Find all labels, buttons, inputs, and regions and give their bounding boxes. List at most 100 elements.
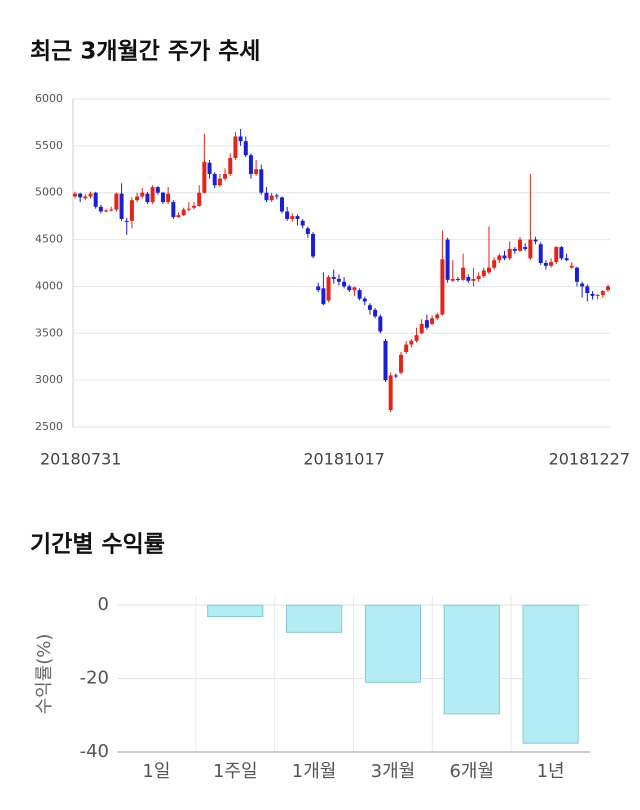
candle-body <box>269 195 274 201</box>
y-tick-label: 6000 <box>35 92 63 105</box>
candle-body <box>580 283 585 287</box>
x-tick-label: 1일 <box>142 761 170 782</box>
candle-body <box>264 192 269 201</box>
candle-body <box>492 260 497 268</box>
bar <box>443 604 500 715</box>
candle-body <box>93 192 98 207</box>
x-tick-label: 6개월 <box>449 761 494 782</box>
candle-body <box>176 215 181 218</box>
candle-body <box>202 161 207 193</box>
candle-body <box>192 205 197 208</box>
x-tick-label: 3개월 <box>371 761 416 782</box>
y-tick-label: 5000 <box>35 186 63 199</box>
candle-body <box>78 193 83 198</box>
candle-body <box>424 320 429 328</box>
candle-body <box>466 277 471 281</box>
x-tick-label: 1주일 <box>213 761 258 782</box>
candle-body <box>352 287 357 291</box>
candle-body <box>373 309 378 317</box>
candle-body <box>305 228 310 234</box>
candle-body <box>274 195 279 197</box>
y-tick-label: 5500 <box>35 139 63 152</box>
candle-body <box>538 244 543 263</box>
candle-body <box>197 192 202 206</box>
x-tick-label: 20181017 <box>303 450 384 469</box>
candle-body <box>171 202 176 218</box>
candle-body <box>217 178 222 186</box>
y-tick-label: 2500 <box>35 420 63 433</box>
candle-body <box>574 267 579 282</box>
bar <box>522 604 579 744</box>
bar <box>285 604 343 633</box>
candle-body <box>445 239 450 280</box>
candle-body <box>145 193 150 203</box>
candle-body <box>471 278 476 281</box>
candle-body <box>223 173 228 179</box>
y-axis-label: 수익률(%) <box>34 634 55 715</box>
candle-body <box>455 278 460 280</box>
x-tick-label: 1년 <box>537 761 565 782</box>
candle-body <box>600 291 605 295</box>
candle-body <box>207 162 212 174</box>
candle-body <box>243 141 248 156</box>
candle-body <box>119 193 124 219</box>
x-tick-label: 1개월 <box>292 761 337 782</box>
candle-body <box>595 294 600 296</box>
candle-body <box>388 375 393 411</box>
bar <box>207 604 264 618</box>
candle-body <box>585 286 590 293</box>
candle-body <box>404 344 409 353</box>
candle-body <box>549 262 554 266</box>
candle-body <box>569 265 574 268</box>
candle-body <box>486 267 491 273</box>
candle-body <box>316 286 321 291</box>
candle-body <box>414 335 419 341</box>
y-tick-label: -20 <box>80 668 109 689</box>
candle-body <box>507 248 512 259</box>
candle-body <box>367 305 372 310</box>
candle-body <box>114 193 119 210</box>
candle-body <box>419 323 424 334</box>
candle-body <box>290 216 295 219</box>
candle-body <box>399 354 404 373</box>
candle-body <box>512 248 517 251</box>
candle-body <box>83 196 88 199</box>
candle-body <box>321 288 326 305</box>
candle-body <box>559 247 564 259</box>
price-title: 최근 3개월간 주가 추세 <box>30 39 260 65</box>
candle-body <box>326 277 331 301</box>
candle-body <box>295 216 300 219</box>
candle-body <box>233 136 238 159</box>
candle-body <box>181 209 186 216</box>
bar <box>364 604 422 683</box>
candle-body <box>135 196 140 201</box>
candle-body <box>73 193 77 197</box>
candle-body <box>497 255 502 261</box>
candle-body <box>109 209 114 211</box>
candle-body <box>254 169 259 174</box>
candle-body <box>129 200 134 221</box>
candle-body <box>88 193 93 197</box>
candle-body <box>228 158 233 174</box>
candle-body <box>285 211 290 219</box>
candle-body <box>336 278 341 282</box>
y-tick-label: -40 <box>80 741 109 762</box>
y-tick-label: 3000 <box>35 373 63 386</box>
candle-body <box>150 187 155 203</box>
candle-body <box>523 247 528 249</box>
candle-body <box>347 286 352 291</box>
candle-body <box>238 136 243 142</box>
candle-body <box>331 277 336 279</box>
candle-body <box>248 155 253 174</box>
candle-body <box>383 340 388 381</box>
candle-body <box>481 270 486 277</box>
candle-body <box>259 169 264 193</box>
candle-body <box>166 193 171 203</box>
candle-body <box>518 239 523 251</box>
candle-body <box>590 293 595 296</box>
candle-body <box>435 314 440 319</box>
candle-body <box>342 281 347 287</box>
returns-title: 기간별 수익률 <box>30 532 165 558</box>
candle-body <box>212 173 217 186</box>
